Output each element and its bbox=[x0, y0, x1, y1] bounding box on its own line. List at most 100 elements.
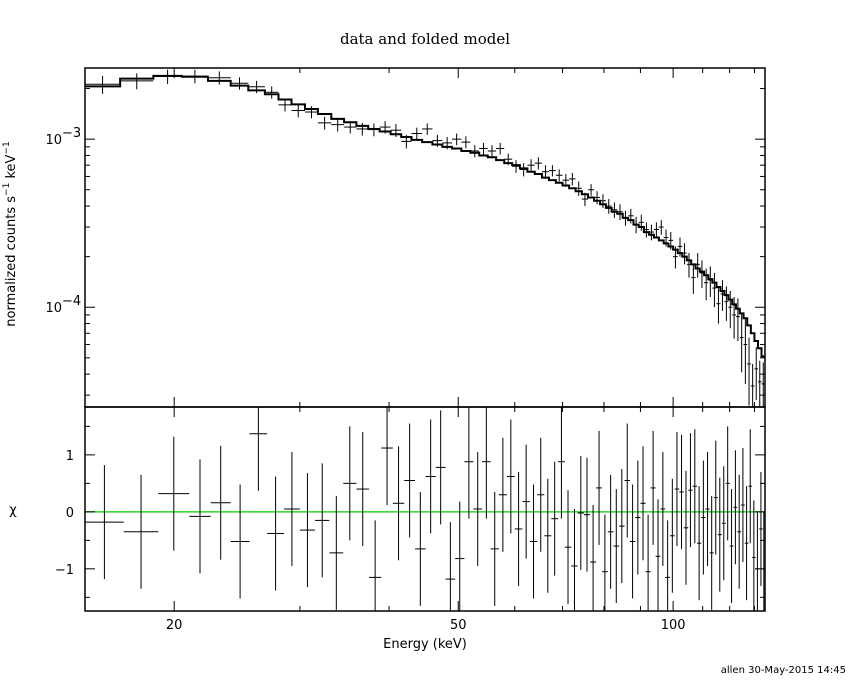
y-tick-label-top: 10 bbox=[45, 133, 62, 148]
residual-point bbox=[655, 499, 661, 611]
residual-point bbox=[721, 466, 726, 581]
data-point bbox=[728, 290, 733, 329]
residual-point bbox=[737, 474, 742, 589]
data-point bbox=[653, 222, 659, 238]
data-point bbox=[479, 142, 488, 155]
residual-point bbox=[564, 490, 572, 605]
residual-point bbox=[613, 489, 620, 604]
residual-point bbox=[435, 410, 446, 525]
data-point bbox=[534, 157, 542, 170]
data-point bbox=[264, 86, 279, 99]
data-point bbox=[724, 286, 729, 321]
residual-point bbox=[692, 429, 697, 544]
y-tick-label-bottom: 0 bbox=[66, 506, 74, 521]
data-point bbox=[704, 268, 709, 301]
data-point bbox=[548, 165, 556, 177]
residual-point bbox=[577, 456, 584, 570]
chart-title: data and folded model bbox=[340, 30, 510, 48]
data-point bbox=[291, 104, 306, 118]
residual-point bbox=[674, 432, 680, 547]
data-point bbox=[658, 220, 664, 235]
residual-point bbox=[645, 514, 651, 611]
residual-point bbox=[558, 407, 565, 519]
residual-point bbox=[85, 465, 124, 580]
bottom-axis-ticks bbox=[85, 407, 765, 611]
data-point bbox=[743, 319, 748, 384]
bottom-panel-frame bbox=[84, 406, 766, 612]
residual-point bbox=[529, 484, 538, 599]
data-point bbox=[758, 360, 762, 407]
residual-point bbox=[709, 495, 714, 610]
residual-point bbox=[741, 448, 745, 562]
residual-point bbox=[230, 484, 250, 599]
y-tick-label-bottom: −1 bbox=[55, 563, 74, 578]
data-point bbox=[750, 363, 755, 407]
residual-point bbox=[688, 433, 693, 548]
data-point bbox=[305, 106, 318, 119]
data-point bbox=[691, 264, 696, 294]
x-axis-label: Energy (keV) bbox=[383, 637, 467, 652]
y-tick-label-bottom: 1 bbox=[66, 449, 74, 464]
residual-point bbox=[571, 509, 578, 611]
data-point bbox=[739, 314, 744, 373]
residual-point bbox=[381, 407, 393, 506]
residual-point bbox=[498, 437, 507, 552]
residual-point bbox=[590, 505, 597, 611]
data-point bbox=[569, 172, 576, 186]
residual-point bbox=[455, 501, 465, 611]
residual-point bbox=[537, 437, 545, 552]
data-point bbox=[747, 337, 751, 406]
y-label-part-1: normalized counts s bbox=[4, 196, 19, 327]
x-tick-label: 20 bbox=[166, 618, 183, 633]
residual-point bbox=[482, 407, 491, 519]
data-point bbox=[512, 160, 520, 173]
residual-point bbox=[464, 407, 474, 519]
data-point bbox=[331, 118, 345, 132]
residual-point bbox=[701, 460, 706, 575]
top-data-points bbox=[85, 69, 765, 407]
data-point bbox=[519, 163, 528, 177]
data-point bbox=[527, 159, 535, 172]
footer-credit: allen 30-May-2015 14:45 bbox=[721, 665, 846, 676]
data-point bbox=[541, 165, 549, 179]
residual-point bbox=[329, 495, 344, 610]
y-label-sup-2: −1 bbox=[2, 141, 12, 154]
x-tick-label: 100 bbox=[661, 618, 686, 633]
residual-point bbox=[725, 426, 730, 541]
data-point bbox=[411, 127, 423, 140]
data-point bbox=[575, 181, 582, 196]
residual-point bbox=[624, 423, 630, 538]
top-axis-ticks bbox=[85, 68, 765, 407]
residual-point bbox=[601, 514, 608, 611]
residual-point bbox=[283, 452, 300, 566]
residual-point bbox=[583, 457, 591, 572]
residual-point bbox=[551, 461, 559, 576]
residual-point bbox=[755, 511, 760, 611]
residual-point bbox=[635, 460, 641, 575]
residual-point bbox=[404, 423, 416, 538]
y-tick-label-exponent: −3 bbox=[62, 126, 81, 141]
data-point bbox=[470, 145, 480, 158]
residual-point bbox=[650, 430, 656, 545]
residual-point bbox=[660, 452, 666, 566]
bottom-panel bbox=[84, 406, 766, 612]
residual-point bbox=[752, 500, 756, 611]
residual-point bbox=[713, 440, 718, 555]
data-point bbox=[461, 136, 471, 149]
residual-point bbox=[356, 432, 370, 547]
y-tick-label-exponent: −4 bbox=[62, 294, 81, 309]
y-axis-label-top: normalized counts s−1 keV−1 bbox=[2, 141, 19, 326]
residual-point bbox=[490, 491, 499, 606]
data-point bbox=[356, 122, 369, 136]
data-point bbox=[422, 123, 433, 135]
data-point bbox=[555, 169, 563, 182]
residual-point bbox=[544, 478, 552, 593]
data-point bbox=[207, 71, 231, 85]
residual-points bbox=[85, 407, 765, 611]
data-point bbox=[588, 184, 595, 196]
residual-point bbox=[249, 407, 268, 491]
residual-point bbox=[473, 452, 483, 566]
data-point bbox=[496, 142, 505, 155]
